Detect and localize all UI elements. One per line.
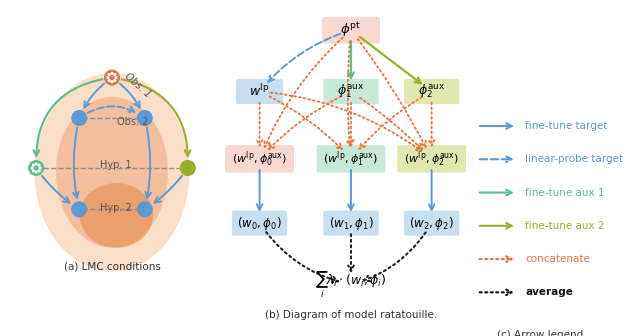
FancyBboxPatch shape [404,211,460,236]
Circle shape [33,164,34,166]
Circle shape [35,171,37,173]
Circle shape [111,81,113,82]
Circle shape [138,111,152,125]
Text: fine-tune target: fine-tune target [525,121,607,131]
Circle shape [72,111,86,125]
Text: $(w_0,\phi_0)$: $(w_0,\phi_0)$ [237,215,282,232]
Circle shape [114,80,116,81]
Text: average: average [525,287,573,297]
Circle shape [105,70,119,85]
Ellipse shape [56,97,168,248]
Text: $\phi_2^{\mathrm{aux}}$: $\phi_2^{\mathrm{aux}}$ [418,83,445,100]
Ellipse shape [35,73,189,271]
FancyBboxPatch shape [323,79,379,104]
Circle shape [108,74,110,76]
Circle shape [38,170,40,172]
Circle shape [39,167,41,169]
FancyBboxPatch shape [225,145,294,173]
Text: fine-tune aux 1: fine-tune aux 1 [525,187,605,198]
FancyBboxPatch shape [317,145,385,173]
Text: (c) Arrow legend: (c) Arrow legend [497,330,583,336]
Text: Hyp. 2: Hyp. 2 [100,203,132,213]
Text: Obs. 2: Obs. 2 [117,117,148,127]
FancyBboxPatch shape [322,17,380,43]
Circle shape [115,77,117,78]
Text: (b) Diagram of model ratatouille.: (b) Diagram of model ratatouille. [265,310,437,320]
FancyBboxPatch shape [323,211,379,236]
FancyBboxPatch shape [397,145,466,173]
Text: $\sum_i \lambda_i \cdot (w_i, \phi_i)$: $\sum_i \lambda_i \cdot (w_i, \phi_i)$ [316,269,387,300]
Text: concatenate: concatenate [525,254,590,264]
Circle shape [108,80,110,81]
Text: $(w^{\mathrm{lp}},\phi_0^{\mathrm{aux}})$: $(w^{\mathrm{lp}},\phi_0^{\mathrm{aux}})… [232,149,287,169]
FancyBboxPatch shape [232,211,287,236]
FancyBboxPatch shape [236,79,284,104]
Text: $(w^{\mathrm{lp}},\phi_1^{\mathrm{aux}})$: $(w^{\mathrm{lp}},\phi_1^{\mathrm{aux}})… [323,149,379,169]
Text: $\phi^{\mathrm{pt}}$: $\phi^{\mathrm{pt}}$ [340,21,362,39]
FancyBboxPatch shape [404,79,460,104]
Circle shape [38,164,40,166]
Text: $(w_1,\phi_1)$: $(w_1,\phi_1)$ [328,215,373,232]
Text: $(w^{\mathrm{lp}},\phi_2^{\mathrm{aux}})$: $(w^{\mathrm{lp}},\phi_2^{\mathrm{aux}})… [404,149,460,169]
Text: Obs. 1: Obs. 1 [122,71,152,99]
Text: $\phi_1^{\mathrm{aux}}$: $\phi_1^{\mathrm{aux}}$ [337,83,365,100]
Circle shape [29,161,44,175]
Ellipse shape [80,183,153,248]
Circle shape [33,170,34,172]
Circle shape [72,202,86,217]
Text: Hyp. 1: Hyp. 1 [100,160,132,170]
Text: fine-tune aux 2: fine-tune aux 2 [525,221,605,231]
Text: linear-probe target: linear-probe target [525,154,623,164]
Circle shape [31,167,33,169]
Text: $(w_2,\phi_2)$: $(w_2,\phi_2)$ [409,215,454,232]
Text: $w^{\mathrm{lp}}$: $w^{\mathrm{lp}}$ [250,84,269,99]
Circle shape [138,202,152,217]
Circle shape [111,73,113,74]
Circle shape [114,74,116,76]
Circle shape [107,77,109,78]
Text: (a) LMC conditions: (a) LMC conditions [63,262,161,272]
Circle shape [180,161,195,175]
Circle shape [35,163,37,165]
